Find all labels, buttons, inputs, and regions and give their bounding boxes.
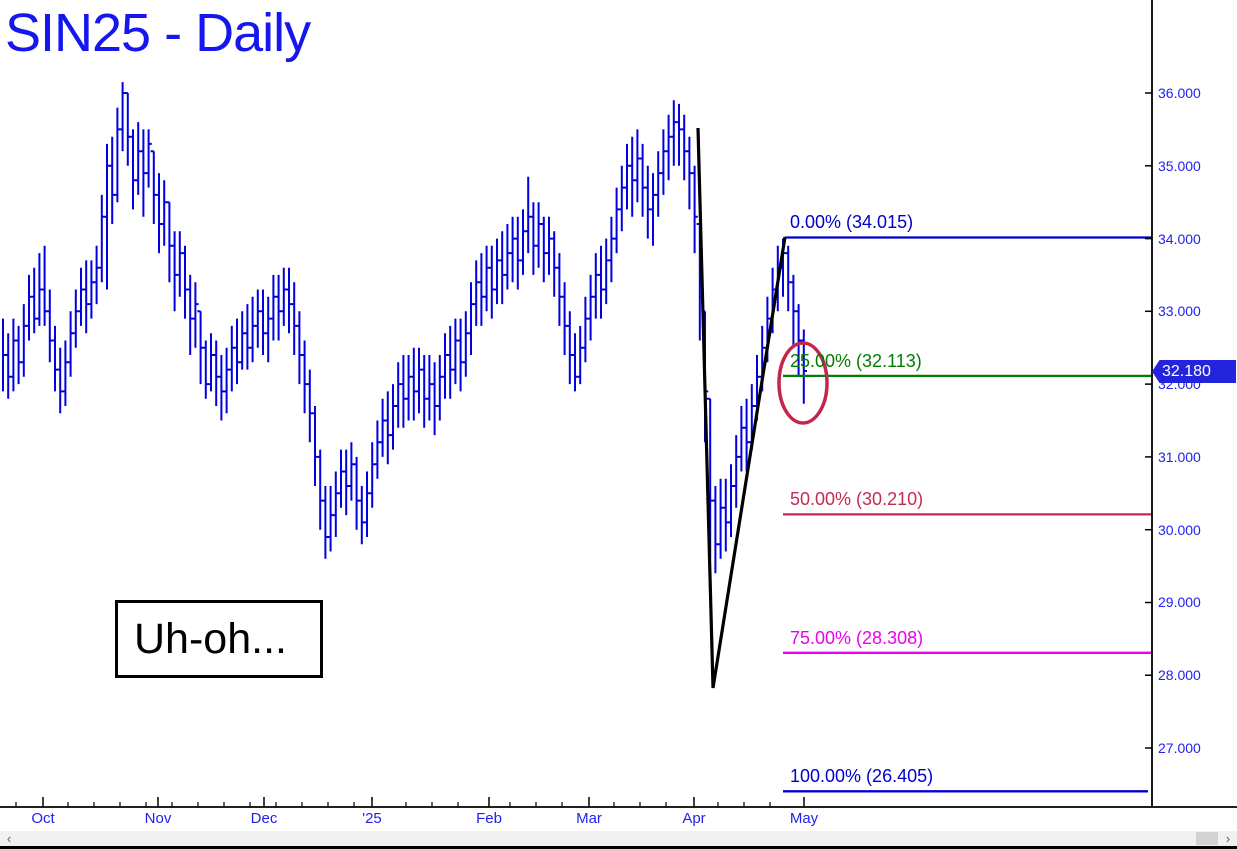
price-axis-label: 34.000: [1158, 230, 1201, 247]
last-price-badge: 32.180: [1152, 360, 1236, 383]
fib-label-50: 50.00% (30.210): [790, 489, 924, 510]
time-axis-label: '25: [362, 810, 382, 827]
time-axis-label: Oct: [31, 810, 55, 827]
scroll-left-button[interactable]: ‹: [6, 831, 12, 846]
price-axis-label: 29.000: [1158, 594, 1201, 611]
trendline-v: [696, 127, 787, 689]
time-axis-label: Dec: [250, 810, 278, 827]
price-axis-label: 27.000: [1158, 740, 1201, 757]
time-axis-label: May: [789, 810, 819, 827]
price-axis-label: 36.000: [1158, 85, 1201, 101]
time-axis-label: Feb: [476, 810, 502, 827]
price-axis-label: 30.000: [1158, 521, 1201, 538]
fib-label-75: 75.00% (28.308): [790, 627, 924, 648]
annotation-callout-box: Uh-oh...: [115, 600, 323, 678]
last-price-value: 32.180: [1162, 362, 1211, 380]
time-axis-label: Nov: [144, 810, 172, 827]
fib-label-0: 0.00% (34.015): [790, 212, 914, 233]
horizontal-scrollbar[interactable]: ‹ ›: [0, 831, 1237, 846]
price-axis-label: 28.000: [1158, 667, 1201, 684]
price-bars: [2, 82, 807, 574]
scroll-right-button[interactable]: ›: [1225, 831, 1231, 846]
price-axis-label: 35.000: [1158, 157, 1201, 174]
scrollbar-thumb[interactable]: [1196, 832, 1218, 845]
annotation-callout-text: Uh-oh...: [134, 614, 287, 663]
time-axis-label: Apr: [682, 810, 706, 827]
price-axis-label: 33.000: [1158, 303, 1201, 320]
fib-label-25: 25.00% (32.113): [790, 350, 922, 371]
highlight-ellipse: [777, 341, 829, 425]
fib-label-100: 100.00% (26.405): [790, 766, 934, 787]
price-axis-label: 31.000: [1158, 448, 1201, 465]
time-axis-label: Mar: [576, 810, 602, 827]
window-bottom-edge: [0, 846, 1237, 849]
chart-title: SIN25 - Daily: [5, 3, 311, 63]
